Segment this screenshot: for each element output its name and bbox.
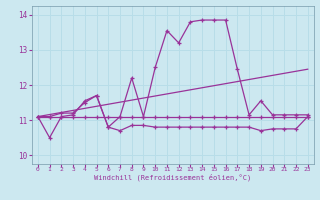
X-axis label: Windchill (Refroidissement éolien,°C): Windchill (Refroidissement éolien,°C): [94, 174, 252, 181]
